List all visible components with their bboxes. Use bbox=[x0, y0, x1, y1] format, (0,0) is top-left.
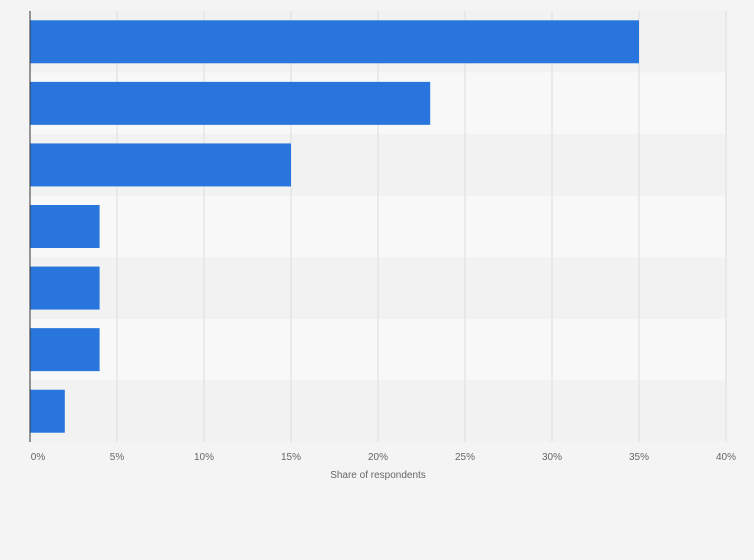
x-tick-label: 25% bbox=[455, 452, 475, 463]
x-tick-label: 15% bbox=[281, 452, 301, 463]
bar[interactable] bbox=[30, 389, 65, 433]
x-axis-title: Share of respondents bbox=[330, 470, 426, 481]
x-tick-label: 0% bbox=[31, 452, 46, 463]
x-tick-label: 5% bbox=[110, 452, 125, 463]
x-tick-label: 40% bbox=[716, 452, 736, 463]
x-axis-ticks: 0% 5% 10% 15% 20% 25% 30% 35% 40% bbox=[31, 452, 736, 463]
x-tick-label: 10% bbox=[194, 452, 214, 463]
bar[interactable] bbox=[30, 328, 100, 372]
bar[interactable] bbox=[30, 205, 100, 248]
bars bbox=[30, 20, 639, 433]
bar[interactable] bbox=[30, 81, 431, 125]
bar[interactable] bbox=[30, 20, 639, 64]
x-tick-label: 35% bbox=[629, 452, 649, 463]
x-tick-label: 20% bbox=[368, 452, 388, 463]
bar[interactable] bbox=[30, 266, 100, 310]
x-tick-label: 30% bbox=[542, 452, 562, 463]
bar[interactable] bbox=[30, 143, 291, 187]
